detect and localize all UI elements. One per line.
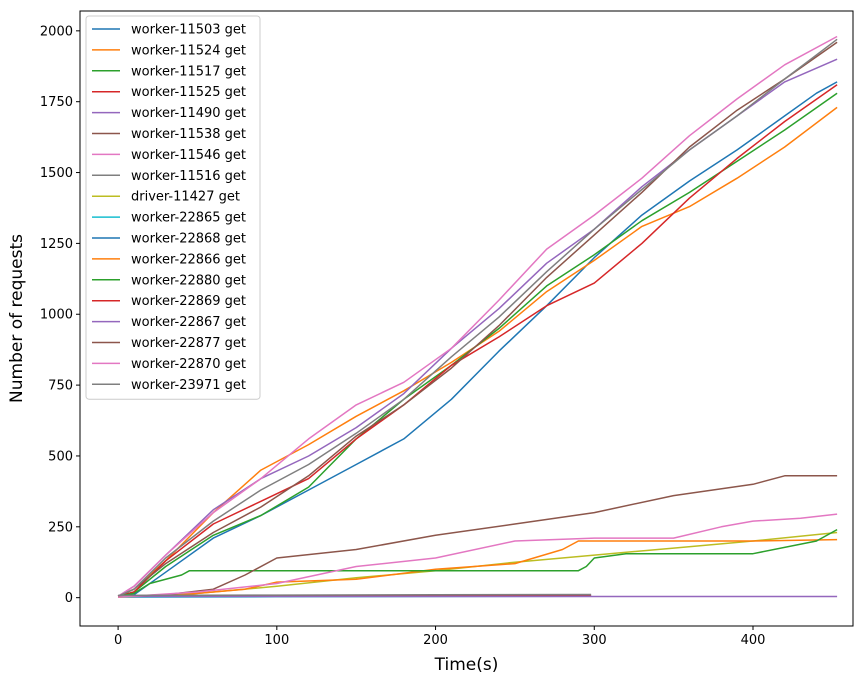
y-axis-title: Number of requests bbox=[7, 234, 27, 403]
series-line-18 bbox=[118, 593, 592, 597]
legend-label-18: worker-23971 get bbox=[131, 378, 246, 393]
legend-label-5: worker-11490 get bbox=[131, 106, 246, 121]
y-tick-label-1250: 1250 bbox=[40, 237, 73, 252]
plot-area-frame bbox=[79, 10, 854, 627]
series-line-12 bbox=[118, 538, 838, 598]
x-tick-label-400: 400 bbox=[741, 633, 766, 648]
series-line-4 bbox=[117, 84, 838, 597]
series-line-8 bbox=[117, 38, 838, 597]
y-tick-label-500: 500 bbox=[48, 449, 73, 464]
legend-label-17: worker-22870 get bbox=[131, 357, 246, 372]
y-tick-label-2000: 2000 bbox=[40, 24, 73, 39]
legend-label-13: worker-22880 get bbox=[131, 273, 246, 288]
legend-label-1: worker-11503 get bbox=[131, 23, 246, 38]
y-tick-label-1500: 1500 bbox=[40, 166, 73, 181]
series-layer bbox=[117, 35, 838, 598]
series-line-17 bbox=[118, 513, 838, 598]
x-axis-title: Time(s) bbox=[434, 655, 499, 675]
series-line-6 bbox=[117, 41, 838, 597]
legend-label-7: worker-11546 get bbox=[131, 148, 246, 163]
legend-label-15: worker-22867 get bbox=[131, 315, 246, 330]
legend-label-16: worker-22877 get bbox=[131, 336, 246, 351]
legend-label-6: worker-11538 get bbox=[131, 127, 246, 142]
series-line-16 bbox=[118, 475, 838, 597]
x-tick-label-300: 300 bbox=[582, 633, 607, 648]
axes-layer: 0 100 200 300 400 0 250 500 750 1000 1250 1500 1750 2… bbox=[40, 10, 854, 648]
legend-label-11: worker-22868 get bbox=[131, 232, 246, 247]
legend: worker-11503 get worker-11524 get worker-1… bbox=[85, 15, 261, 400]
series-line-2 bbox=[117, 106, 838, 597]
x-tick-label-100: 100 bbox=[264, 633, 289, 648]
legend-label-14: worker-22869 get bbox=[131, 294, 246, 309]
y-tick-label-750: 750 bbox=[48, 379, 73, 394]
legend-label-2: worker-11524 get bbox=[131, 43, 246, 58]
series-line-7 bbox=[117, 35, 838, 597]
y-tick-label-1000: 1000 bbox=[40, 308, 73, 323]
x-tick-label-200: 200 bbox=[423, 633, 448, 648]
series-line-1 bbox=[118, 81, 838, 597]
legend-label-9: driver-11427 get bbox=[131, 190, 240, 205]
y-tick-label-250: 250 bbox=[48, 520, 73, 535]
legend-label-10: worker-22865 get bbox=[131, 211, 246, 226]
y-tick-label-1750: 1750 bbox=[40, 95, 73, 110]
x-tick-label-0: 0 bbox=[114, 633, 122, 648]
legend-label-8: worker-11516 get bbox=[131, 169, 246, 184]
legend-label-4: worker-11525 get bbox=[131, 85, 246, 100]
series-line-13 bbox=[117, 528, 838, 597]
y-tick-label-0: 0 bbox=[65, 591, 73, 606]
legend-box bbox=[85, 15, 261, 400]
legend-label-3: worker-11517 get bbox=[131, 64, 246, 79]
legend-label-12: worker-22866 get bbox=[131, 252, 246, 267]
